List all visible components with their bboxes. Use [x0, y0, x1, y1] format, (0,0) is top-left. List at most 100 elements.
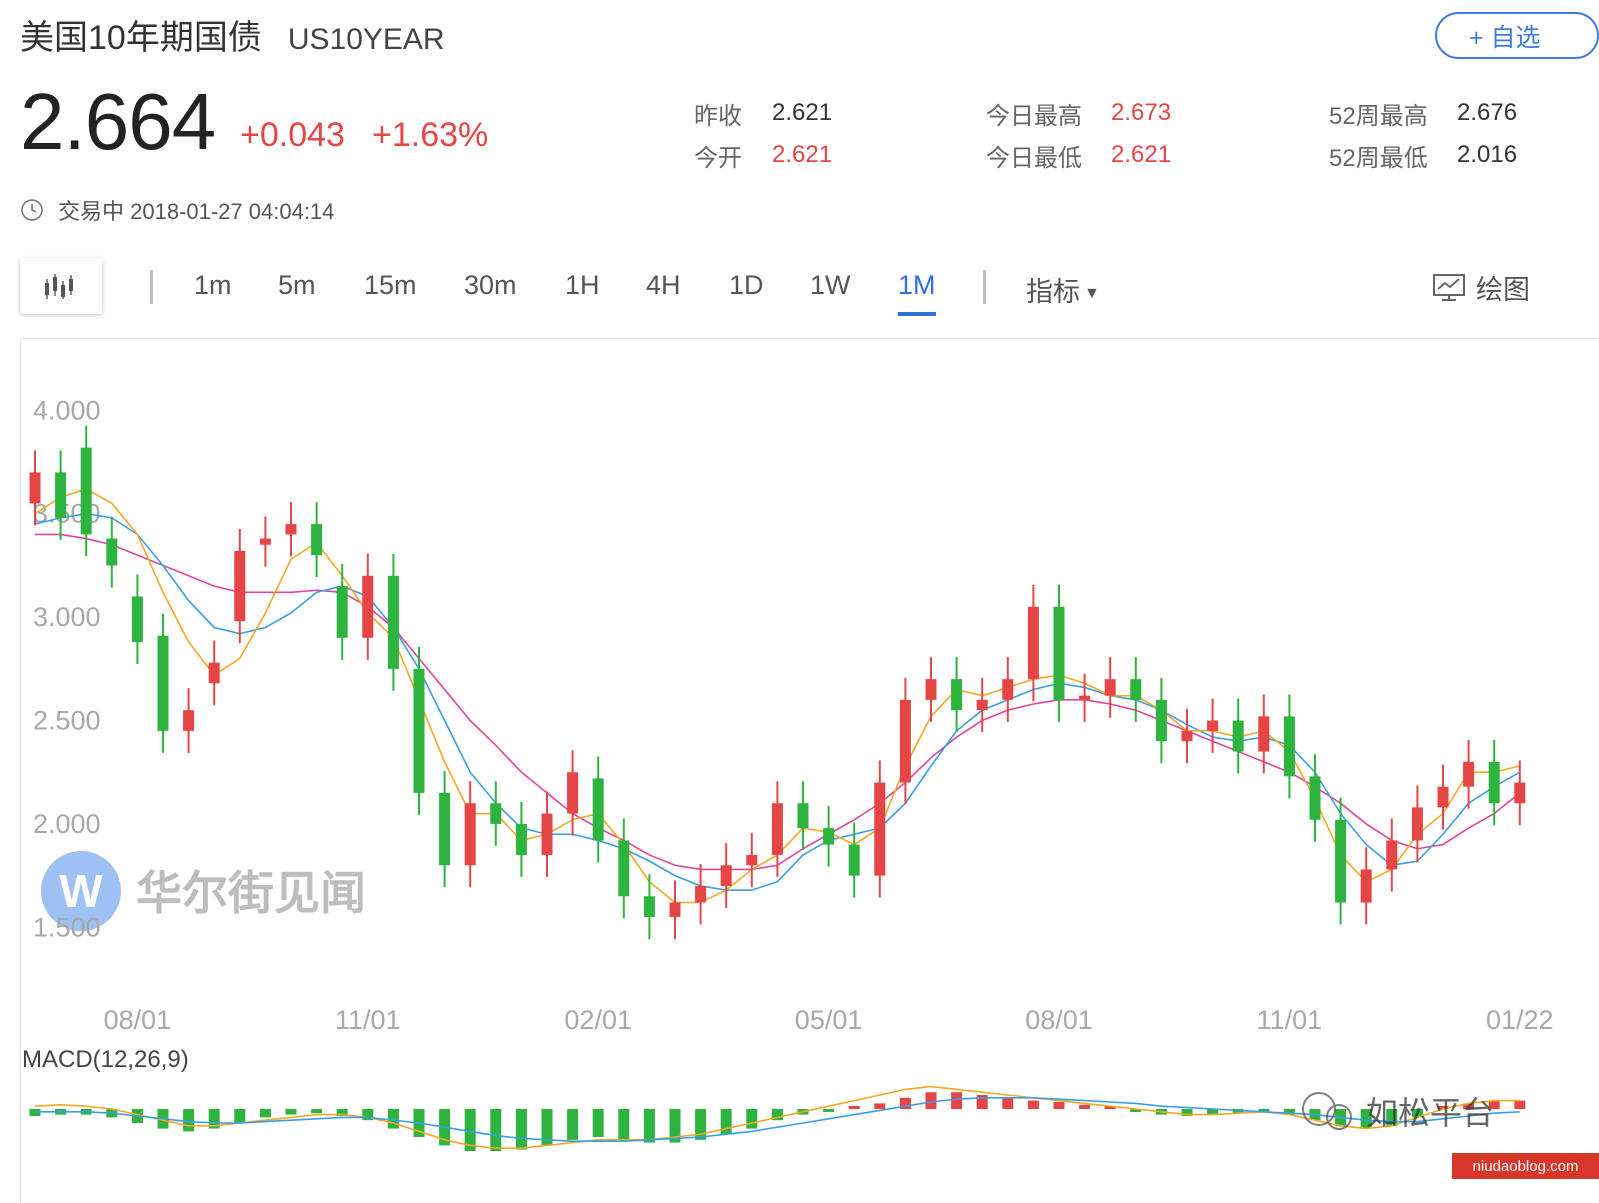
candle-body: [848, 844, 860, 876]
macd-histogram-bar: [848, 1106, 860, 1109]
period-1d[interactable]: 1D: [729, 270, 764, 300]
macd-histogram-bar: [823, 1109, 835, 1112]
indicator-dropdown[interactable]: 指标 ▼: [1026, 270, 1100, 309]
candle-body: [131, 596, 143, 642]
period-1h[interactable]: 1H: [565, 270, 600, 300]
macd-histogram-bar: [567, 1109, 579, 1140]
draw-button[interactable]: 绘图: [1432, 268, 1530, 307]
add-watchlist-button[interactable]: + 自选: [1435, 12, 1599, 59]
day-low-value: 2.621: [1111, 141, 1172, 168]
candle-body: [1181, 730, 1193, 742]
y-tick-label: 1.500: [33, 912, 101, 942]
candle-body: [515, 823, 527, 855]
macd-histogram-bar: [951, 1092, 963, 1109]
macd-histogram-bar: [362, 1109, 374, 1121]
watermark-text: 华尔街见闻: [136, 867, 366, 919]
macd-dif-line: [34, 1085, 1520, 1149]
macd-histogram-bar: [285, 1109, 297, 1115]
macd-histogram-bar: [592, 1109, 604, 1137]
source-badge: niudaoblog.com: [1452, 1153, 1599, 1179]
candle-body: [1130, 679, 1142, 700]
status-text: 交易中 2018-01-27 04:04:14: [58, 199, 335, 224]
candle-body: [1386, 840, 1398, 870]
trading-status: 交易中 2018-01-27 04:04:14: [20, 194, 334, 226]
macd-histogram-bar: [976, 1095, 988, 1109]
candle-body: [311, 524, 323, 556]
candle-body: [259, 538, 271, 545]
instrument-name: 美国10年期国债: [20, 19, 262, 57]
day-low-label: 今日最低: [986, 144, 1082, 172]
candle-body: [29, 472, 41, 504]
stats-group-3: 52周最高 2.676 52周最低 2.016: [1329, 92, 1517, 176]
macd-histogram-bar: [925, 1092, 937, 1109]
week52-high-value: 2.676: [1457, 99, 1518, 126]
period-5m[interactable]: 5m: [278, 270, 316, 300]
chart-type-button[interactable]: [20, 258, 102, 314]
candle-body: [336, 586, 348, 638]
candle-body: [208, 662, 220, 684]
title-row: 美国10年期国债 US10YEAR: [20, 10, 445, 58]
week52-low-label: 52周最低: [1329, 144, 1428, 172]
macd-histogram-bar: [1207, 1109, 1219, 1115]
x-tick-label: 08/01: [1025, 1005, 1093, 1035]
macd-histogram-bar: [1027, 1100, 1039, 1109]
candle-body: [1079, 695, 1091, 700]
macd-histogram-bar: [490, 1109, 502, 1151]
week52-high-label: 52周最高: [1329, 102, 1428, 130]
macd-histogram-bar: [259, 1109, 271, 1118]
price-chart[interactable]: W 华尔街见闻 4.000 3.500 3.000 2.500 2.000 1.500 0…: [20, 338, 1599, 1203]
week52-low-value: 2.016: [1457, 141, 1518, 168]
macd-histogram-bar: [1386, 1109, 1398, 1126]
candle-body: [976, 699, 988, 711]
platform-watermark-text: 如松平台: [1366, 1095, 1494, 1131]
macd-histogram-bar: [234, 1109, 246, 1123]
period-1m[interactable]: 1m: [194, 270, 232, 300]
current-price: 2.664: [20, 77, 216, 166]
candle-body: [1360, 869, 1372, 903]
x-tick-label: 11/01: [335, 1005, 401, 1035]
candle-body: [1335, 819, 1347, 903]
candle-body: [1053, 606, 1065, 700]
stats-group-2: 今日最高 2.673 今日最低 2.621: [986, 92, 1171, 176]
candle-body: [925, 679, 937, 700]
candle-body: [951, 679, 963, 711]
macd-histogram-bar: [1130, 1109, 1142, 1112]
candle-body: [234, 550, 246, 622]
candle-body: [362, 575, 374, 638]
ma10-line: [34, 512, 1521, 891]
y-tick-label: 3.000: [33, 602, 101, 632]
macd-panel: [29, 1085, 1526, 1151]
macd-histogram-bar: [1079, 1104, 1091, 1109]
candle-body: [106, 538, 118, 566]
svg-text:W: W: [59, 865, 103, 917]
candle-body: [643, 896, 655, 917]
candle-body: [1002, 679, 1014, 700]
caret-down-icon: ▼: [1084, 284, 1100, 302]
candle-body: [1309, 776, 1321, 820]
macd-histogram-bar: [387, 1109, 399, 1129]
period-30m[interactable]: 30m: [464, 270, 517, 300]
x-tick-label: 08/01: [104, 1005, 172, 1035]
candle-body: [1488, 761, 1500, 804]
instrument-code: US10YEAR: [287, 23, 445, 56]
macd-histogram-bar: [1283, 1109, 1295, 1115]
macd-histogram-bar: [669, 1109, 681, 1143]
active-period-indicator: [898, 312, 936, 316]
stats-group-1: 昨收 2.621 今开 2.621: [694, 92, 832, 176]
prev-close-value: 2.621: [772, 99, 833, 126]
candle-body: [823, 828, 835, 845]
macd-histogram-bar: [746, 1109, 758, 1129]
macd-histogram-bar: [1258, 1109, 1270, 1112]
candle-body: [695, 885, 707, 903]
period-1w[interactable]: 1W: [810, 270, 851, 300]
day-high-label: 今日最高: [986, 102, 1082, 130]
period-1mo[interactable]: 1M: [898, 270, 936, 300]
period-15m[interactable]: 15m: [364, 270, 417, 300]
candle-body: [1207, 720, 1219, 731]
indicator-label: 指标: [1026, 277, 1080, 307]
candle-body: [567, 772, 579, 814]
macd-histogram-bar: [541, 1109, 553, 1146]
period-4h[interactable]: 4H: [646, 270, 681, 300]
chart-toolbar: 1m 5m 15m 30m 1H 4H 1D 1W 1M 指标 ▼ 绘图: [0, 258, 1599, 320]
